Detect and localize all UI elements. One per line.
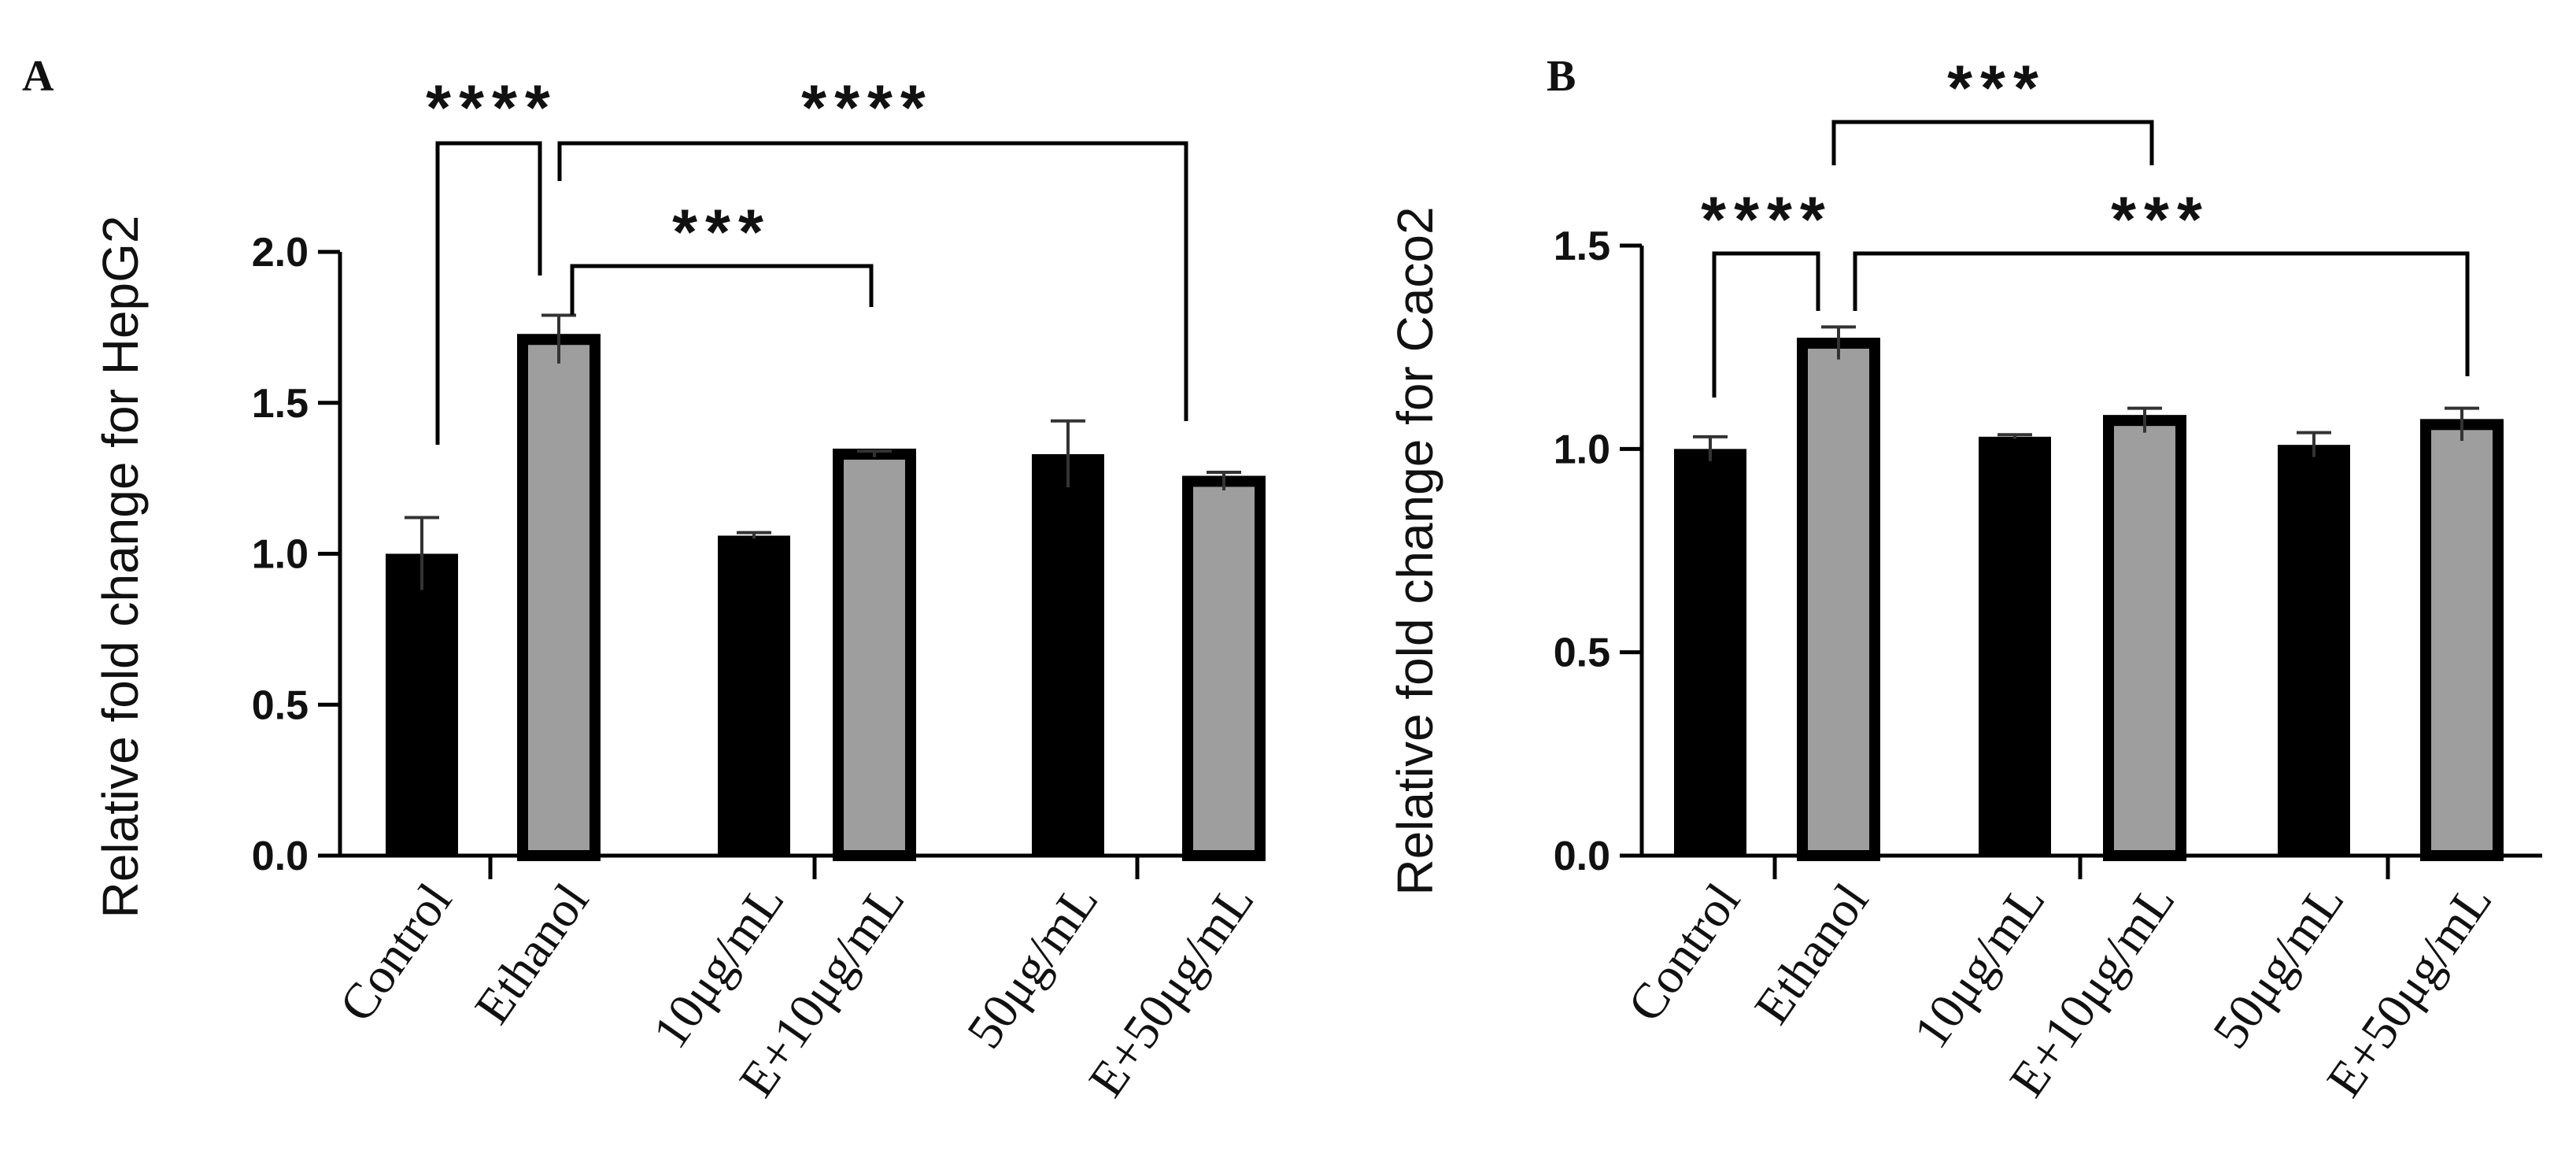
significance-bracket — [1712, 251, 1820, 398]
y-tick-label: 0.5 — [1554, 631, 1610, 676]
y-axis-label: Relative fold change for HepG2 — [92, 216, 149, 919]
bar-3 — [1979, 436, 2051, 856]
bar-4 — [2103, 415, 2186, 861]
significance-bracket — [1831, 120, 2154, 165]
y-tick-label: 0.5 — [252, 682, 309, 728]
y-axis-label: Relative fold change for Caco2 — [1387, 206, 1443, 895]
panel-letter: A — [22, 52, 54, 101]
y-tick-label: 2.0 — [252, 230, 309, 276]
bar-3 — [718, 535, 790, 856]
bar-2 — [517, 334, 601, 861]
x-tick-label: Control — [1617, 873, 1750, 1031]
x-tick-label: Control — [328, 873, 462, 1031]
y-tick-label: 1.0 — [252, 532, 309, 578]
x-tick-label: 50μg/mL — [955, 873, 1108, 1058]
x-tick-label: 50μg/mL — [2201, 873, 2354, 1058]
bar-6 — [1182, 475, 1266, 862]
x-tick-label: Ethanol — [464, 873, 599, 1034]
significance-label: *** — [672, 197, 771, 268]
significance-label: **** — [1701, 184, 1833, 256]
bar-2 — [1797, 338, 1880, 861]
bar-4 — [833, 448, 916, 861]
y-tick-label: 0.0 — [252, 834, 309, 879]
significance-bracket — [435, 141, 542, 445]
significance-bracket — [570, 264, 874, 315]
bar-5 — [1032, 453, 1104, 856]
bar-1 — [1674, 449, 1746, 856]
bar-6 — [2420, 419, 2504, 861]
panel-b: B Relative fold change for Caco2 0.0 0.5 1.0… — [1387, 52, 2542, 1107]
significance-label: **** — [801, 72, 933, 144]
y-tick-label: 1.0 — [1554, 427, 1610, 472]
significance-label: **** — [426, 72, 558, 144]
significance-bracket — [557, 141, 1188, 421]
significance-label: *** — [1947, 53, 2046, 124]
panel-a: A Relative fold change for HepG2 0.0 0.5 1.0… — [22, 52, 1266, 1107]
significance-label: *** — [2111, 184, 2210, 256]
y-tick-label: 0.0 — [1554, 834, 1610, 879]
bar-5 — [2278, 445, 2350, 856]
y-tick-label: 1.5 — [252, 381, 309, 427]
significance-bracket — [1853, 251, 2470, 376]
panel-letter: B — [1547, 52, 1576, 101]
y-tick-label: 1.5 — [1554, 224, 1610, 269]
x-tick-label: Ethanol — [1743, 873, 1879, 1034]
bar-1 — [386, 553, 458, 856]
